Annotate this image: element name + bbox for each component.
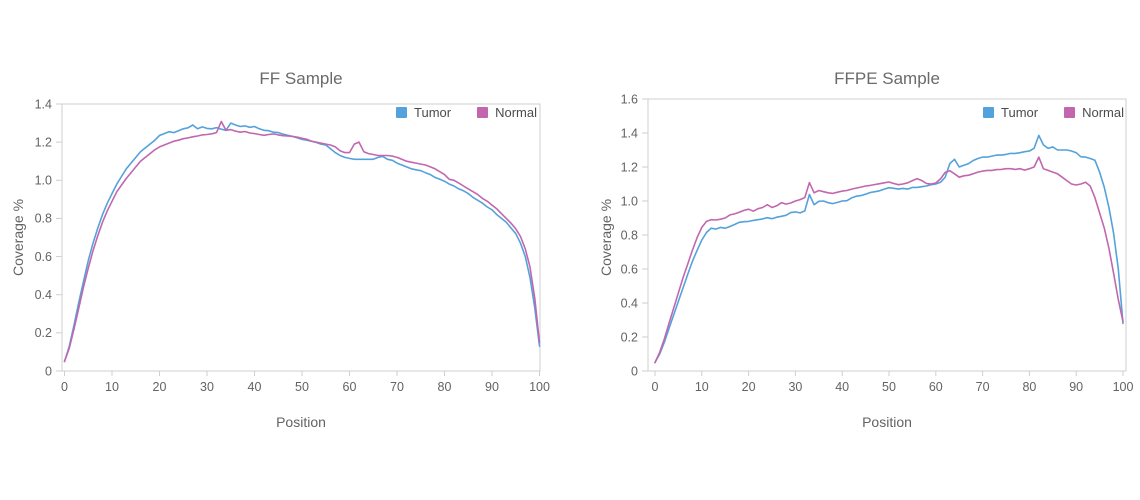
normal-legend-swatch-icon (477, 107, 489, 118)
y-tick-label: 1.0 (35, 174, 52, 188)
y-tick-label: 0.6 (621, 262, 638, 276)
x-tick-label: 30 (200, 380, 214, 394)
x-tick-label: 70 (976, 380, 990, 394)
y-tick-label: 0.2 (621, 330, 638, 344)
normal-series-line (63, 120, 541, 363)
y-tick-label: 0.2 (35, 326, 52, 340)
legend-item-normal: Normal (477, 105, 537, 120)
y-tick-label: 1.2 (621, 160, 638, 174)
x-tick-label: 20 (153, 380, 167, 394)
y-tick-label: 1.2 (35, 135, 52, 149)
y-tick-label: 1.4 (35, 97, 52, 111)
y-tick-label: 0 (45, 364, 52, 378)
legend: Tumor Normal (396, 105, 537, 120)
x-tick-label: 80 (1022, 380, 1036, 394)
y-tick-label: 1.0 (621, 194, 638, 208)
legend: Tumor Normal (983, 105, 1124, 120)
tumor-legend-swatch-icon (396, 107, 408, 118)
tumor-legend-label: Tumor (1001, 105, 1039, 120)
y-tick-label: 0 (631, 364, 638, 378)
x-tick-label: 0 (61, 380, 68, 394)
x-tick-label: 60 (343, 380, 357, 394)
y-tick-label: 0.6 (35, 250, 52, 264)
chart-title: FF Sample (259, 69, 343, 88)
normal-legend-label: Normal (495, 105, 537, 120)
x-tick-label: 50 (295, 380, 309, 394)
x-tick-label: 40 (835, 380, 849, 394)
normal-legend-swatch-icon (1064, 107, 1076, 118)
plot-border (61, 103, 541, 372)
x-tick-label: 20 (742, 380, 756, 394)
x-axis-title: Position (276, 414, 326, 430)
legend-item-tumor: Tumor (396, 105, 451, 120)
y-tick-label: 0.8 (35, 212, 52, 226)
x-tick-label: 90 (485, 380, 499, 394)
x-tick-label: 10 (695, 380, 709, 394)
y-tick-label: 0.8 (621, 228, 638, 242)
tumor-legend-swatch-icon (983, 107, 995, 118)
y-tick-label: 0.4 (621, 296, 638, 310)
x-tick-label: 30 (788, 380, 802, 394)
ffpe-sample-chart-canvas: 0 10 20 30 40 50 60 70 80 90 100 0 0.2 0.4 0.6 0.8 1.0 1.… (621, 92, 1134, 394)
x-axis-title: Position (862, 414, 912, 430)
x-tick-label: 90 (1069, 380, 1083, 394)
x-tick-label: 100 (529, 380, 550, 394)
x-tick-label: 80 (438, 380, 452, 394)
chart-ffpe-sample: 0 10 20 30 40 50 60 70 80 90 100 0 0.2 0.4 0.6 0.8 1.0 1.… (570, 0, 1140, 500)
x-tick-label: 60 (929, 380, 943, 394)
chart-ff-sample: 0 10 20 30 40 50 60 70 80 90 100 0 0.2 0.4 0.6 0.8 1.0 1.… (10, 69, 550, 430)
y-axis-title: Coverage % (598, 198, 614, 276)
x-tick-label: 70 (390, 380, 404, 394)
x-tick-label: 50 (882, 380, 896, 394)
normal-series-line (654, 156, 1124, 364)
x-tick-label: 0 (652, 380, 659, 394)
x-tick-label: 10 (105, 380, 119, 394)
y-axis-title: Coverage % (10, 198, 26, 276)
tumor-series-line (63, 122, 541, 363)
plot-border (647, 98, 1127, 372)
x-tick-label: 100 (1113, 380, 1134, 394)
y-tick-label: 1.6 (621, 92, 638, 106)
y-tick-label: 1.4 (621, 126, 638, 140)
legend-item-tumor: Tumor (983, 105, 1038, 120)
tumor-legend-label: Tumor (414, 105, 452, 120)
legend-item-normal: Normal (1064, 105, 1124, 120)
tumor-series-line (654, 134, 1124, 364)
normal-legend-label: Normal (1082, 105, 1124, 120)
ff-sample-chart-canvas: 0 10 20 30 40 50 60 70 80 90 100 0 0.2 0.4 0.6 0.8 1.0 1.… (35, 97, 550, 394)
chart-title: FFPE Sample (834, 69, 940, 88)
y-tick-label: 0.4 (35, 288, 52, 302)
x-tick-label: 40 (248, 380, 262, 394)
